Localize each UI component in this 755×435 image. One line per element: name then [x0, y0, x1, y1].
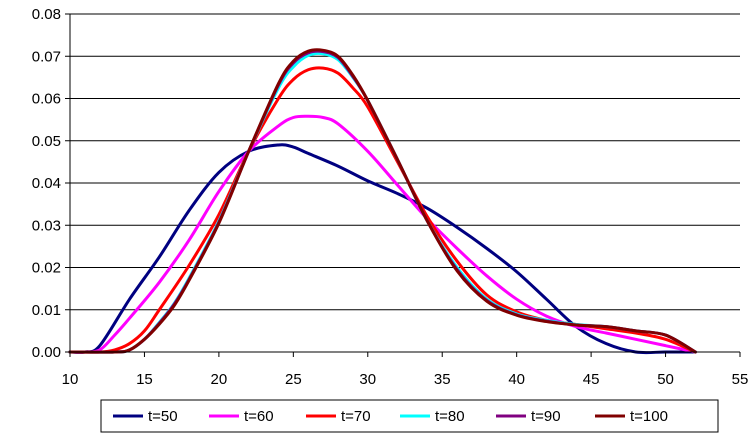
y-tick-label: 0.06 [32, 91, 61, 108]
gridlines [70, 13, 740, 311]
legend-label: t=100 [630, 408, 668, 425]
legend: t=50 t=60 t=70 t=80 t=90 t=100 [100, 399, 719, 433]
x-tick-label: 50 [657, 371, 674, 388]
x-tick-label: 55 [732, 371, 749, 388]
y-tick-label: 0.03 [32, 217, 61, 234]
y-axis-tick-labels: 0.00 0.01 0.02 0.03 0.04 0.05 0.06 0.07 0.08 [32, 6, 61, 361]
series-line-5 [68, 49, 697, 354]
x-tick-label: 30 [359, 371, 376, 388]
y-tick-label: 0.02 [32, 260, 61, 277]
x-tick-label: 40 [508, 371, 525, 388]
y-tick-label: 0.08 [32, 6, 61, 23]
series-lines [68, 48, 697, 355]
x-tick-label: 35 [434, 371, 451, 388]
y-tick-label: 0.04 [32, 175, 61, 192]
x-tick-label: 45 [583, 371, 600, 388]
legend-label: t=90 [531, 408, 561, 425]
legend-label: t=60 [244, 408, 274, 425]
axes [65, 13, 741, 357]
y-tick-label: 0.01 [32, 302, 61, 319]
y-tick-label: 0.07 [32, 48, 61, 65]
x-tick-label: 10 [62, 371, 79, 388]
x-tick-label: 15 [136, 371, 153, 388]
x-tick-label: 20 [211, 371, 228, 388]
legend-label: t=50 [148, 408, 178, 425]
series-line-6 [68, 48, 697, 354]
series-line-1 [68, 143, 697, 355]
x-tick-label: 25 [285, 371, 302, 388]
legend-label: t=80 [435, 408, 465, 425]
legend-label: t=70 [341, 408, 371, 425]
x-axis-tick-labels: 10 15 20 25 30 35 40 45 50 55 [62, 371, 749, 388]
y-tick-label: 0.05 [32, 133, 61, 150]
y-tick-label: 0.00 [32, 344, 61, 361]
